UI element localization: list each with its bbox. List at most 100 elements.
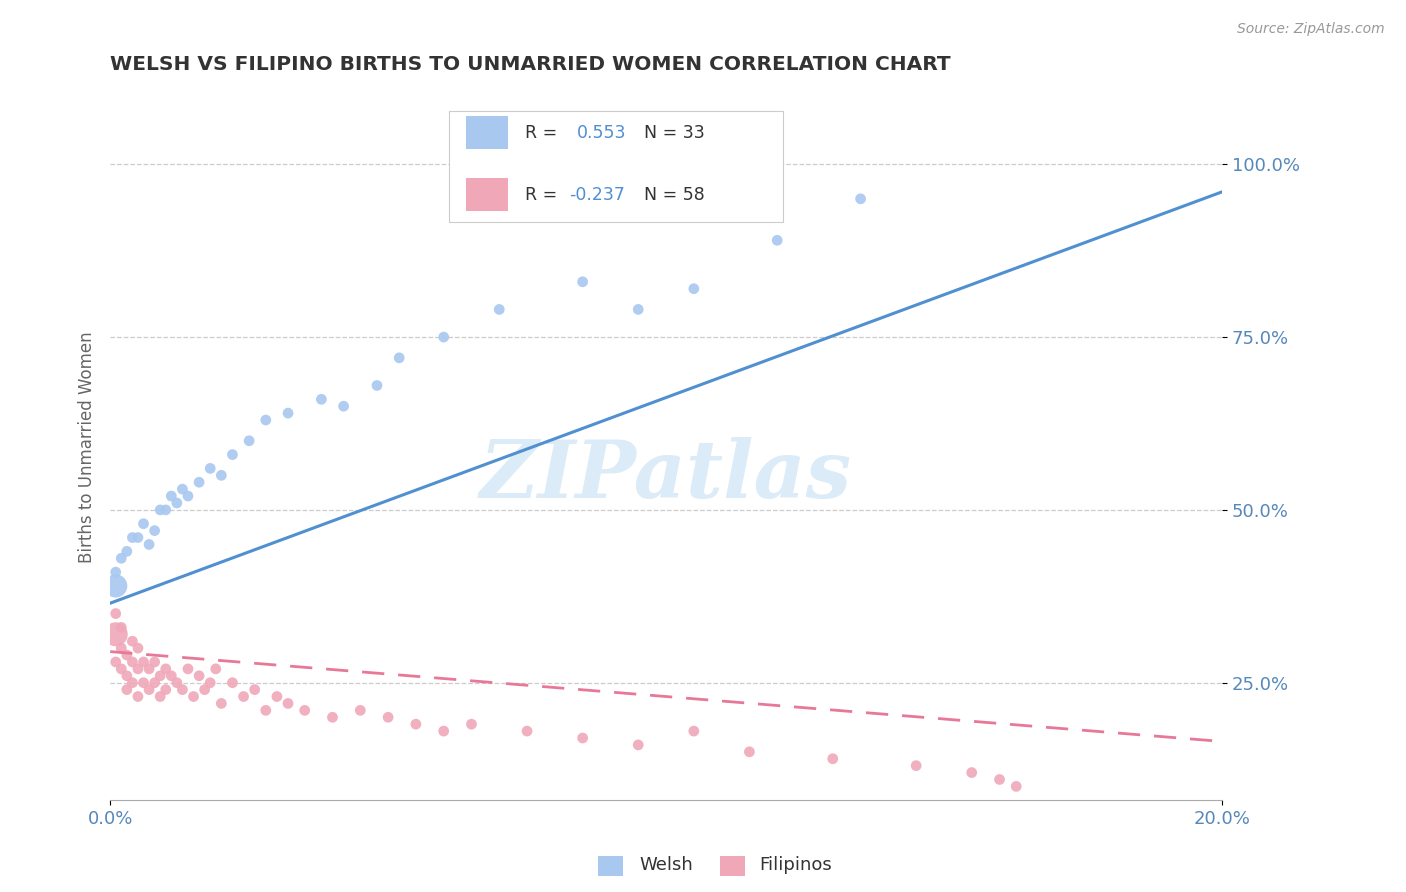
Point xyxy=(821,752,844,766)
Point xyxy=(321,710,343,724)
Point xyxy=(388,351,411,365)
Point xyxy=(121,675,143,690)
Point xyxy=(177,489,200,503)
Y-axis label: Births to Unmarried Women: Births to Unmarried Women xyxy=(79,332,96,564)
Point xyxy=(571,731,593,745)
Point xyxy=(177,662,200,676)
Point xyxy=(627,738,650,752)
Point xyxy=(121,634,143,648)
Point xyxy=(433,330,456,344)
Point xyxy=(143,655,166,669)
Point xyxy=(172,682,194,697)
Point xyxy=(332,399,354,413)
Point xyxy=(143,675,166,690)
Point xyxy=(127,531,149,545)
Point xyxy=(277,697,299,711)
Point xyxy=(238,434,260,448)
Point xyxy=(488,302,510,317)
Point xyxy=(183,690,205,704)
Bar xyxy=(465,178,508,211)
Point xyxy=(149,669,172,683)
Text: Filipinos: Filipinos xyxy=(759,856,832,874)
Point xyxy=(571,275,593,289)
Point xyxy=(738,745,761,759)
Point xyxy=(221,675,243,690)
Point xyxy=(110,551,132,566)
Point xyxy=(127,641,149,656)
Text: R =: R = xyxy=(524,123,562,142)
Point xyxy=(132,655,155,669)
Point xyxy=(209,468,232,483)
Point xyxy=(254,413,277,427)
Point xyxy=(149,503,172,517)
Point xyxy=(121,655,143,669)
Point xyxy=(121,531,143,545)
Point xyxy=(200,675,222,690)
Point xyxy=(277,406,299,420)
Text: Welsh: Welsh xyxy=(640,856,693,874)
Point xyxy=(188,669,211,683)
Bar xyxy=(465,116,508,150)
Point xyxy=(188,475,211,490)
Point xyxy=(682,724,704,739)
Point xyxy=(138,682,160,697)
Point xyxy=(311,392,333,407)
Point xyxy=(232,690,254,704)
Point xyxy=(221,448,243,462)
Text: ZIPatlas: ZIPatlas xyxy=(479,437,852,515)
Point xyxy=(132,675,155,690)
Point xyxy=(905,758,928,772)
Point xyxy=(460,717,482,731)
Point xyxy=(143,524,166,538)
Point xyxy=(627,302,650,317)
Text: WELSH VS FILIPINO BIRTHS TO UNMARRIED WOMEN CORRELATION CHART: WELSH VS FILIPINO BIRTHS TO UNMARRIED WO… xyxy=(110,55,950,74)
Point xyxy=(209,697,232,711)
Point xyxy=(766,233,789,247)
Point xyxy=(266,690,288,704)
Point xyxy=(115,682,138,697)
Point xyxy=(849,192,872,206)
Point xyxy=(115,669,138,683)
Point xyxy=(204,662,226,676)
Point xyxy=(366,378,388,392)
Point xyxy=(138,662,160,676)
Point xyxy=(200,461,222,475)
Point xyxy=(104,607,127,621)
Point xyxy=(254,703,277,717)
Point xyxy=(243,682,266,697)
Point xyxy=(1005,780,1028,794)
Point xyxy=(516,724,538,739)
Point xyxy=(132,516,155,531)
Point xyxy=(115,648,138,662)
Point xyxy=(115,544,138,558)
Point xyxy=(110,620,132,634)
Text: 0.553: 0.553 xyxy=(576,123,627,142)
Point xyxy=(155,503,177,517)
Point xyxy=(405,717,427,731)
Point xyxy=(960,765,983,780)
Point xyxy=(138,537,160,551)
Point xyxy=(104,565,127,579)
Text: -0.237: -0.237 xyxy=(569,186,626,203)
Point xyxy=(166,496,188,510)
Point xyxy=(104,627,127,641)
Point xyxy=(349,703,371,717)
Point xyxy=(110,641,132,656)
Point xyxy=(194,682,217,697)
Point xyxy=(127,690,149,704)
Point xyxy=(433,724,456,739)
Point xyxy=(155,662,177,676)
Text: R =: R = xyxy=(524,186,562,203)
Point xyxy=(149,690,172,704)
Point xyxy=(294,703,316,717)
Point xyxy=(166,675,188,690)
Point xyxy=(172,482,194,496)
Point xyxy=(988,772,1011,787)
Point xyxy=(160,489,183,503)
Point xyxy=(104,579,127,593)
FancyBboxPatch shape xyxy=(450,111,783,222)
Text: N = 58: N = 58 xyxy=(644,186,704,203)
Point xyxy=(155,682,177,697)
Point xyxy=(682,282,704,296)
Point xyxy=(127,662,149,676)
